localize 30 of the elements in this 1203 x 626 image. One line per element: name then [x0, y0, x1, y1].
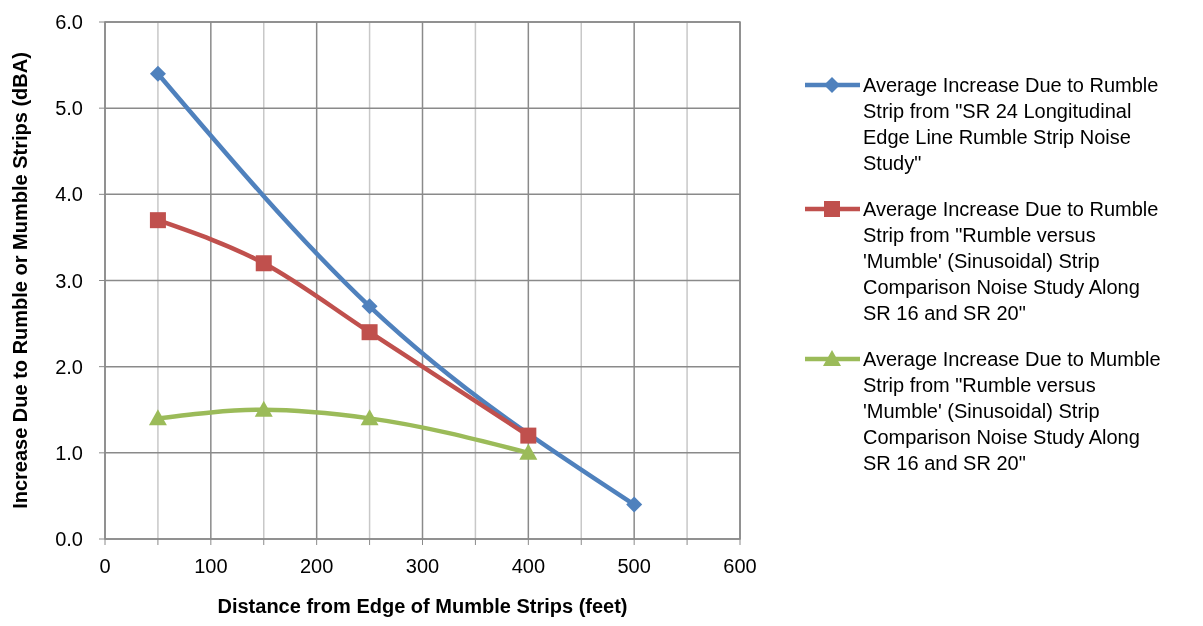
legend-label: Average Increase Due to Rumble Strip from "Rumble versus 'Mumble' (Sinusoidal) Strip Comparison Noise Study Along SR 16 and SR 20" — [863, 198, 1159, 324]
legend-label: Average Increase Due to Rumble Strip from "SR 24 Longitudinal Edge Line Rumble Strip Noise Study" — [863, 74, 1159, 174]
y-tick-label: 2.0 — [55, 355, 83, 378]
legend-label: Average Increase Due to Mumble Strip from "Rumble versus 'Mumble' (Sinusoidal) Strip Comparison Noise Study Along SR 16 and SR 20" — [863, 348, 1161, 474]
x-tick-label: 400 — [511, 555, 546, 577]
y-tick-label: 1.0 — [55, 441, 83, 464]
x-tick-label: 100 — [194, 555, 228, 577]
point — [519, 443, 538, 460]
x-tick-label: 200 — [299, 555, 334, 577]
x-tick-label: 0 — [99, 555, 111, 577]
point — [254, 400, 273, 417]
point — [360, 409, 379, 426]
point — [361, 298, 378, 315]
x-tick-label: 500 — [617, 555, 651, 577]
point — [520, 427, 537, 444]
point — [361, 324, 378, 341]
y-tick-label: 6.0 — [55, 11, 83, 33]
point — [149, 212, 166, 229]
point — [148, 409, 167, 426]
point — [255, 255, 272, 272]
x-axis-title: Distance from Edge of Mumble Strips (feet) — [217, 595, 628, 617]
point — [626, 496, 643, 513]
x-tick-label: 600 — [723, 555, 757, 577]
x-tick-label: 300 — [405, 555, 440, 577]
point — [149, 65, 166, 82]
y-tick-label: 4.0 — [55, 183, 83, 206]
y-axis-title: Increase Due to Rumble or Mumble Strips (dBA) — [9, 52, 31, 509]
y-tick-label: 0.0 — [55, 528, 83, 550]
y-tick-label: 5.0 — [55, 97, 83, 120]
y-tick-label: 3.0 — [55, 269, 83, 292]
